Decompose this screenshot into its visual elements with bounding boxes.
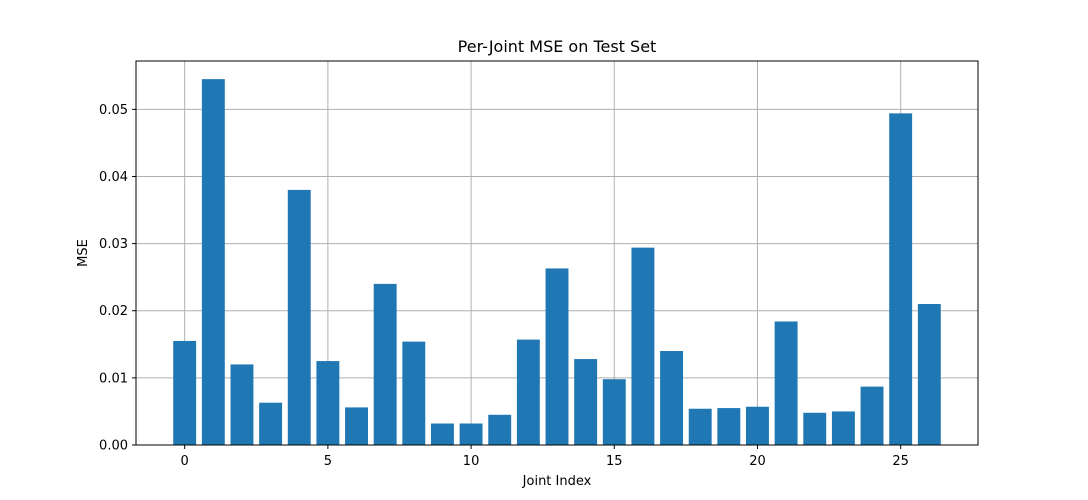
bar-joint-10 bbox=[459, 423, 483, 445]
bar-joint-20 bbox=[746, 406, 769, 445]
bar-joint-11 bbox=[488, 414, 512, 445]
bar-joint-13 bbox=[545, 268, 569, 445]
bar-joint-24 bbox=[860, 386, 884, 445]
bars bbox=[173, 79, 941, 445]
x-tick-label: 15 bbox=[606, 454, 623, 469]
chart-title: Per-Joint MSE on Test Set bbox=[458, 37, 657, 56]
bar-joint-18 bbox=[688, 408, 712, 445]
bar-joint-3 bbox=[259, 402, 283, 445]
bar-joint-5 bbox=[316, 361, 340, 445]
bar-joint-0 bbox=[173, 340, 197, 445]
bar-joint-23 bbox=[831, 411, 855, 445]
bar-joint-12 bbox=[516, 339, 540, 445]
x-tick-label: 25 bbox=[892, 454, 909, 469]
bar-joint-4 bbox=[287, 189, 311, 445]
x-tick-label: 10 bbox=[463, 454, 480, 469]
y-tick-label: 0.03 bbox=[99, 237, 128, 252]
x-tick-label: 0 bbox=[181, 454, 189, 469]
y-tick-label: 0.01 bbox=[99, 371, 128, 386]
bar-joint-1 bbox=[201, 79, 225, 445]
y-tick-label: 0.00 bbox=[99, 439, 128, 454]
x-tick-label: 20 bbox=[749, 454, 766, 469]
bar-joint-15 bbox=[602, 379, 626, 445]
y-tick-label: 0.04 bbox=[99, 170, 128, 185]
y-tick-label: 0.05 bbox=[99, 103, 128, 118]
x-tick-label: 5 bbox=[324, 454, 332, 469]
y-axis-label: MSE bbox=[76, 239, 91, 267]
y-tick-label: 0.02 bbox=[99, 304, 128, 319]
bar-joint-7 bbox=[373, 283, 397, 445]
bar-joint-25 bbox=[889, 113, 913, 445]
plot-frame bbox=[135, 60, 979, 446]
bar-joint-16 bbox=[631, 247, 655, 445]
bar-joint-14 bbox=[574, 359, 598, 445]
bar-joint-17 bbox=[660, 351, 684, 445]
bar-joint-21 bbox=[774, 321, 798, 445]
bar-joint-19 bbox=[717, 408, 741, 445]
axis-ticks: 0 5 10 15 20 25 0.00 0.01 0.02 0.03 0.04 0.05 bbox=[99, 103, 909, 469]
bar-joint-6 bbox=[345, 407, 368, 445]
bar-joint-8 bbox=[402, 341, 426, 445]
bar-joint-26 bbox=[917, 304, 941, 445]
bar-joint-22 bbox=[803, 412, 827, 445]
x-axis-label: Joint Index bbox=[522, 474, 592, 489]
bar-joint-2 bbox=[230, 364, 254, 445]
bar-joint-9 bbox=[430, 423, 454, 445]
